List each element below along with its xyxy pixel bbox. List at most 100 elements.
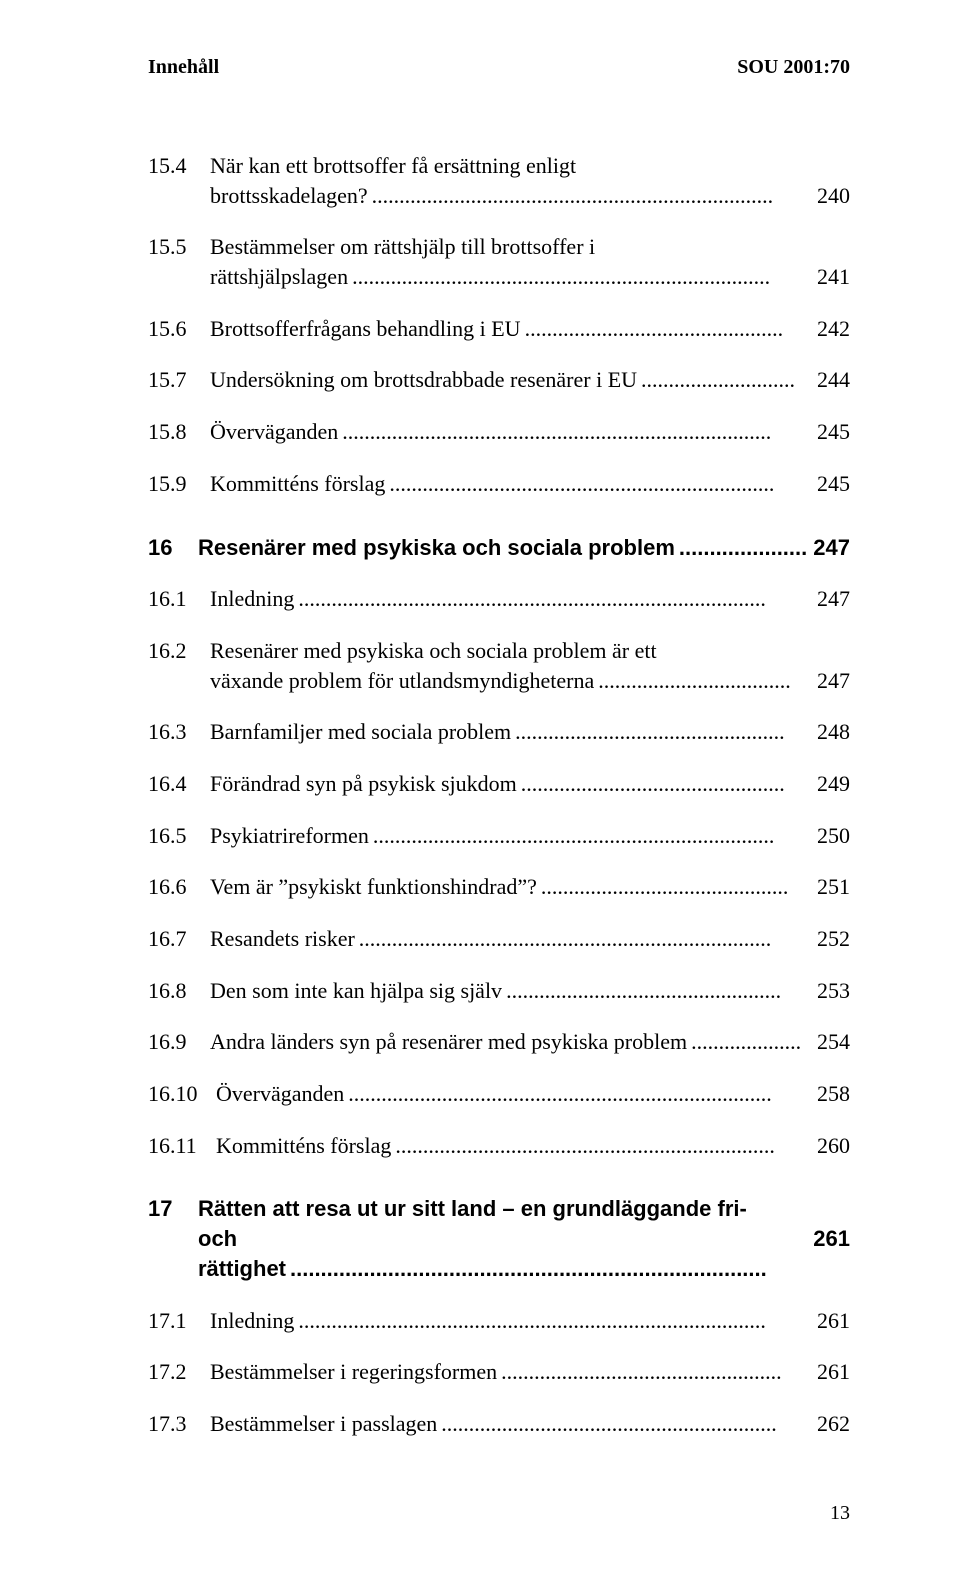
toc-entry-label: Bestämmelser i regeringsformen..........… [210,1357,811,1387]
toc-entry-label: Undersökning om brottsdrabbade resenärer… [210,365,811,395]
toc-entry: 16.6Vem är ”psykiskt funktionshindrad”?.… [148,872,850,902]
toc-entry-number: 15.8 [148,417,210,447]
toc-entry-page: 249 [811,769,850,799]
toc-entry-page: 258 [811,1079,850,1109]
toc-entry-number: 15.9 [148,469,210,499]
toc-entry-page: 254 [811,1027,850,1057]
toc-entry-label: När kan ett brottsoffer få ersättning en… [210,151,850,181]
toc-entry: 16.9Andra länders syn på resenärer med p… [148,1027,850,1057]
toc-entry-label: och rättighet...........................… [198,1224,807,1283]
toc-entry-number: 16.10 [148,1079,216,1109]
toc-entry-label: rättshjälpslagen........................… [210,262,811,292]
toc-entry-label: brottsskadelagen?.......................… [210,181,811,211]
toc-entry-label: Överväganden............................… [216,1079,811,1109]
toc-entry-page: 251 [811,872,850,902]
toc-entry-number: 16.2 [148,636,210,666]
toc-entry-number: 15.7 [148,365,210,395]
toc-entry: 16.11Kommitténs förslag.................… [148,1131,850,1161]
toc-entry-page: 247 [807,533,850,563]
toc-entry-label: Vem är ”psykiskt funktionshindrad”?.....… [210,872,811,902]
toc-entry-number: 16 [148,533,198,563]
toc-entry: 15.4När kan ett brottsoffer få ersättnin… [148,151,850,181]
toc-entry-label: Förändrad syn på psykisk sjukdom........… [210,769,811,799]
toc-entry-label: Resenärer med psykiska och sociala probl… [210,636,850,666]
running-head: Innehåll SOU 2001:70 [148,56,850,79]
toc-entry-label: Bestämmelser i passlagen................… [210,1409,811,1439]
toc-entry: 16.10Överväganden.......................… [148,1079,850,1109]
toc-entry: 15.7Undersökning om brottsdrabbade resen… [148,365,850,395]
toc-entry-page: 244 [811,365,850,395]
toc-entry-number: 15.6 [148,314,210,344]
toc-entry: 17.2Bestämmelser i regeringsformen......… [148,1357,850,1387]
toc-entry-page: 261 [807,1224,850,1254]
toc-entry-page: 242 [811,314,850,344]
toc-entry-page: 250 [811,821,850,851]
toc-entry-label: Bestämmelser om rättshjälp till brottsof… [210,232,850,262]
toc-entry-label: Den som inte kan hjälpa sig själv.......… [210,976,811,1006]
toc-entry-number: 16.1 [148,584,210,614]
toc-entry: 16.4Förändrad syn på psykisk sjukdom....… [148,769,850,799]
toc-entry-page: 247 [811,584,850,614]
toc-section-heading: 17Rätten att resa ut ur sitt land – en g… [148,1194,850,1224]
toc-entry-number: 16.11 [148,1131,216,1161]
toc-entry: 17.3Bestämmelser i passlagen............… [148,1409,850,1439]
toc-entry-number: 15.5 [148,232,210,262]
toc-entry-label: Rätten att resa ut ur sitt land – en gru… [198,1194,850,1224]
toc-entry-label: Kommitténs förslag......................… [216,1131,811,1161]
toc-entry-number: 17.2 [148,1357,210,1387]
toc-entry: 15.9Kommitténs förslag..................… [148,469,850,499]
toc-entry-page: 241 [811,262,850,292]
toc-entry-page: 260 [811,1131,850,1161]
toc-entry-label: Brottsofferfrågans behandling i EU......… [210,314,811,344]
toc-section-heading: 16Resenärer med psykiska och sociala pro… [148,533,850,563]
toc-entry: 17.1Inledning...........................… [148,1306,850,1336]
toc-entry: 16.5Psykiatrireformen...................… [148,821,850,851]
page-number: 13 [830,1502,850,1525]
toc-entry-page: 262 [811,1409,850,1439]
toc-entry-number: 16.7 [148,924,210,954]
toc-entry-page: 248 [811,717,850,747]
toc-entry-label: Andra länders syn på resenärer med psyki… [210,1027,811,1057]
toc-entry-number: 16.5 [148,821,210,851]
toc-entry: 16.2Resenärer med psykiska och sociala p… [148,636,850,666]
table-of-contents: 15.4När kan ett brottsoffer få ersättnin… [148,151,850,1439]
toc-entry-label: Barnfamiljer med sociala problem........… [210,717,811,747]
toc-entry-label: Kommitténs förslag......................… [210,469,811,499]
toc-entry: 16.1Inledning...........................… [148,584,850,614]
document-page: Innehåll SOU 2001:70 15.4När kan ett bro… [0,0,960,1573]
toc-entry-label: växande problem för utlandsmyndigheterna… [210,666,811,696]
toc-entry-number: 17.3 [148,1409,210,1439]
toc-entry: 15.5Bestämmelser om rättshjälp till brot… [148,232,850,262]
toc-entry-number: 16.9 [148,1027,210,1057]
toc-entry-label: Psykiatrireformen.......................… [210,821,811,851]
toc-entry-page: 240 [811,181,850,211]
toc-entry: 15.6Brottsofferfrågans behandling i EU..… [148,314,850,344]
toc-entry-page: 261 [811,1306,850,1336]
toc-entry: 16.2växande problem för utlandsmyndighet… [148,666,850,696]
toc-entry-label: Resandets risker........................… [210,924,811,954]
toc-entry: 15.4brottsskadelagen?...................… [148,181,850,211]
toc-entry: 16.3Barnfamiljer med sociala problem....… [148,717,850,747]
toc-entry-page: 253 [811,976,850,1006]
toc-entry-number: 16.4 [148,769,210,799]
toc-entry-label: Överväganden............................… [210,417,811,447]
toc-entry-number: 16.8 [148,976,210,1006]
toc-entry-page: 252 [811,924,850,954]
toc-entry-page: 247 [811,666,850,696]
toc-entry-number: 15.4 [148,151,210,181]
toc-entry-number: 17.1 [148,1306,210,1336]
toc-entry-label: Inledning...............................… [210,1306,811,1336]
toc-entry-page: 261 [811,1357,850,1387]
toc-entry-number: 16.3 [148,717,210,747]
toc-entry: 16.8Den som inte kan hjälpa sig själv...… [148,976,850,1006]
toc-entry: 15.5rättshjälpslagen....................… [148,262,850,292]
toc-entry-page: 245 [811,417,850,447]
running-head-right: SOU 2001:70 [737,56,850,79]
toc-entry-number: 17 [148,1194,198,1224]
toc-entry-number: 16.6 [148,872,210,902]
toc-entry: 15.8Överväganden........................… [148,417,850,447]
running-head-left: Innehåll [148,56,219,79]
toc-section-heading: 17och rättighet.........................… [148,1224,850,1283]
toc-entry-label: Inledning...............................… [210,584,811,614]
toc-entry-label: Resenärer med psykiska och sociala probl… [198,533,807,563]
